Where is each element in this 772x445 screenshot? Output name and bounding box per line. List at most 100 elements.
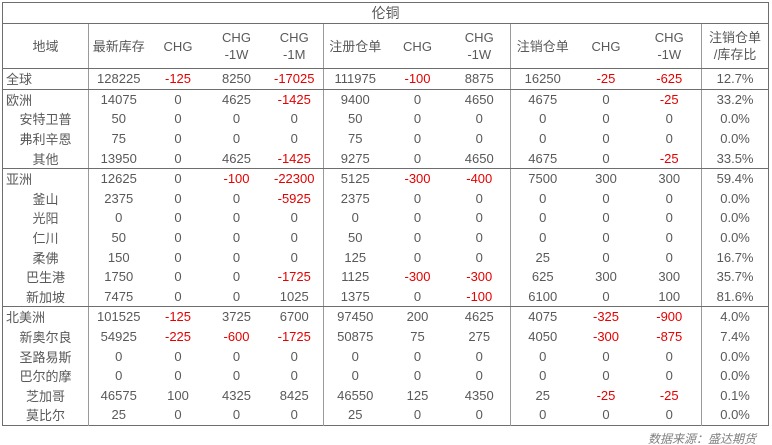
value-cell: 0: [602, 91, 610, 107]
value-cell: -25: [659, 387, 679, 403]
value-cell: 111975: [323, 68, 387, 90]
column-header: 最新库存: [88, 23, 149, 69]
value-cell: 35.7%: [700, 266, 769, 287]
value-cell: -1725: [277, 269, 311, 285]
value-cell: 6700: [279, 309, 309, 325]
value-cell: 0: [413, 190, 422, 206]
value-cell: 0: [413, 111, 422, 127]
region-cell: 亚洲: [6, 172, 33, 188]
value-cell: 0: [232, 190, 241, 206]
value-cell: 9400: [323, 89, 387, 110]
value-cell: 59.4%: [700, 168, 769, 189]
column-header: 注销仓单: [510, 23, 575, 69]
value-cell: -900: [656, 309, 683, 325]
table-row: 巴生港 1750 0 0 -1725 1125 -300 -300 625 300 300 35.7%: [3, 266, 769, 287]
value-cell: 1025: [265, 286, 324, 308]
value-cell: 0: [174, 348, 182, 364]
value-cell: 50875: [323, 326, 387, 347]
value-cell: 0: [174, 368, 182, 384]
value-cell: 0: [510, 365, 575, 386]
value-cell: 0: [88, 208, 149, 228]
region-cell: 仁川: [32, 231, 59, 247]
value-cell: -1425: [265, 148, 324, 169]
table-row: 新奥尔良 54925 -225 -600 -1725 50875 75 275 4050 -300…: [3, 326, 769, 347]
value-cell: 0.0%: [700, 227, 769, 248]
value-cell: 50: [323, 227, 387, 248]
value-cell: 46575: [88, 385, 149, 406]
value-cell: -1725: [277, 329, 311, 345]
value-cell: 0: [290, 407, 298, 423]
value-cell: 14075: [88, 89, 149, 110]
value-cell: 0: [665, 111, 673, 127]
value-cell: -300: [592, 329, 620, 345]
table-row: 亚洲 12625 0 -100 -22300 5125 -300 -400 7500 300 300…: [3, 168, 769, 189]
value-cell: 0: [232, 210, 241, 226]
value-cell: 50: [323, 109, 387, 129]
value-cell: 0: [475, 348, 483, 364]
value-cell: 300: [595, 171, 617, 187]
value-cell: 0: [290, 348, 298, 364]
value-cell: 54925: [88, 326, 149, 347]
value-cell: -25: [637, 148, 702, 169]
value-cell: 0.1%: [700, 385, 769, 406]
value-cell: 0: [386, 148, 449, 169]
value-cell: -25: [574, 68, 638, 90]
value-cell: -875: [656, 329, 683, 345]
value-cell: 0.0%: [700, 405, 769, 426]
value-cell: 12625: [88, 168, 149, 189]
value-cell: 0: [602, 368, 610, 384]
report-title: 伦铜: [2, 2, 769, 24]
value-cell: 0: [174, 249, 182, 265]
value-cell: -100: [448, 286, 511, 308]
value-cell: 0.0%: [700, 128, 769, 149]
value-cell: 4675: [510, 89, 575, 110]
value-cell: 0.0%: [700, 365, 769, 386]
column-header: CHG -1W: [207, 23, 266, 69]
value-cell: 8875: [448, 68, 511, 90]
value-cell: -325: [592, 309, 620, 325]
value-cell: 0: [665, 131, 673, 147]
table-row: 仁川 50 0 0 0 50 0 0 0 0 0 0.0%: [3, 227, 769, 248]
value-cell: -17025: [265, 68, 324, 90]
value-cell: 0: [413, 407, 422, 423]
value-cell: 0: [232, 230, 241, 246]
value-cell: 8250: [207, 68, 266, 90]
value-cell: 100: [167, 387, 189, 403]
value-cell: 200: [406, 309, 429, 325]
value-cell: 5125: [323, 168, 387, 189]
table-row: 釜山 2375 0 0 -5925 2375 0 0 0 0 0 0.0%: [3, 188, 769, 209]
value-cell: 100: [637, 286, 702, 308]
value-cell: 50: [88, 227, 149, 248]
value-cell: -100: [223, 171, 250, 187]
value-cell: -25: [596, 387, 616, 403]
value-cell: 0.0%: [700, 208, 769, 228]
value-cell: 0: [88, 365, 149, 386]
value-cell: 0: [665, 407, 673, 423]
value-cell: 125: [406, 387, 429, 403]
value-cell: 4675: [510, 148, 575, 169]
value-cell: -125: [148, 68, 208, 90]
column-header: CHG: [574, 23, 638, 69]
value-cell: 0.0%: [700, 188, 769, 209]
value-cell: 4325: [222, 387, 251, 403]
column-header: 注销仓单/库存比: [700, 23, 769, 69]
value-cell: 0: [290, 230, 298, 246]
value-cell: 4625: [222, 91, 251, 107]
value-cell: 16250: [510, 68, 575, 90]
value-cell: 0: [174, 131, 182, 147]
value-cell: 0: [174, 111, 182, 127]
value-cell: 0: [475, 111, 483, 127]
value-cell: 0: [665, 210, 673, 226]
value-cell: 0: [174, 407, 182, 423]
value-cell: 0: [207, 286, 266, 308]
value-cell: 0: [174, 210, 182, 226]
value-cell: 46550: [323, 385, 387, 406]
table-row: 欧洲 14075 0 4625 -1425 9400 0 4650 4675 0 -25 33.2%: [3, 89, 769, 110]
value-cell: 0: [602, 249, 610, 265]
value-cell: 0: [602, 210, 610, 226]
value-cell: 0: [323, 346, 387, 366]
value-cell: 0: [413, 249, 422, 265]
value-cell: -225: [164, 329, 192, 345]
value-cell: 0: [232, 348, 241, 364]
